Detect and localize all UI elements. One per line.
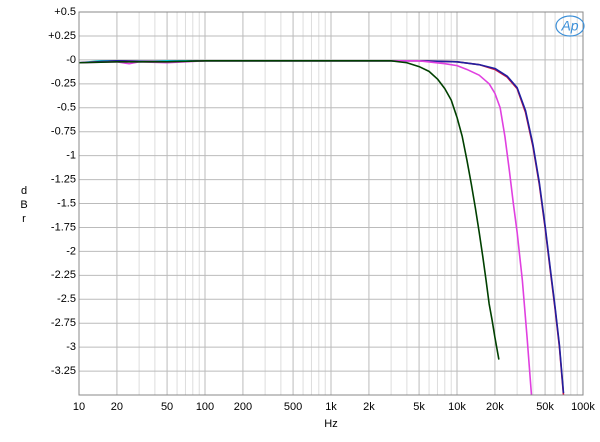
x-tick-label: 100 [196, 401, 214, 413]
y-axis-label: dBr [20, 185, 28, 225]
plot-border [78, 11, 584, 396]
y-tick-label: -2.25 [51, 269, 76, 281]
x-tick-label: 10k [448, 401, 466, 413]
lines [79, 60, 565, 395]
logo: Ap [560, 18, 578, 34]
y-tick-label: -0.75 [51, 126, 76, 138]
y-tick-label: -1 [66, 150, 76, 162]
series-line [79, 60, 500, 360]
x-tick-label: 50k [536, 401, 554, 413]
grid [78, 11, 584, 395]
y-tick-label: -2.75 [51, 317, 76, 329]
x-tick-label: 5k [413, 401, 425, 413]
y-tick-label: -2 [66, 245, 76, 257]
logo-ring [555, 15, 585, 37]
y-tick-label: -0.25 [51, 78, 76, 90]
y-tick-label: -0 [66, 54, 76, 66]
x-tick-label: 100k [571, 401, 595, 413]
y-tick-label: -3 [66, 341, 76, 353]
x-tick-label: 20 [111, 401, 123, 413]
y-tick-label: -1.75 [51, 221, 76, 233]
x-tick-label: 2k [363, 401, 375, 413]
x-tick-label: 500 [284, 401, 302, 413]
x-tick-label: 50 [161, 401, 173, 413]
x-tick-label: 10 [73, 401, 85, 413]
y-tick-label: -1.25 [51, 173, 76, 185]
y-tick-label: -1.5 [57, 197, 76, 209]
y-tick-label: -2.5 [57, 293, 76, 305]
y-tick-label: +0.5 [54, 6, 76, 18]
x-tick-label: 200 [234, 401, 252, 413]
x-tick-label: 20k [486, 401, 504, 413]
x-tick-label: 1k [325, 401, 337, 413]
y-tick-label: -0.5 [57, 102, 76, 114]
y-tick-label: +0.25 [48, 30, 76, 42]
x-axis-label: Hz [324, 418, 337, 430]
y-tick-label: -3.25 [51, 365, 76, 377]
